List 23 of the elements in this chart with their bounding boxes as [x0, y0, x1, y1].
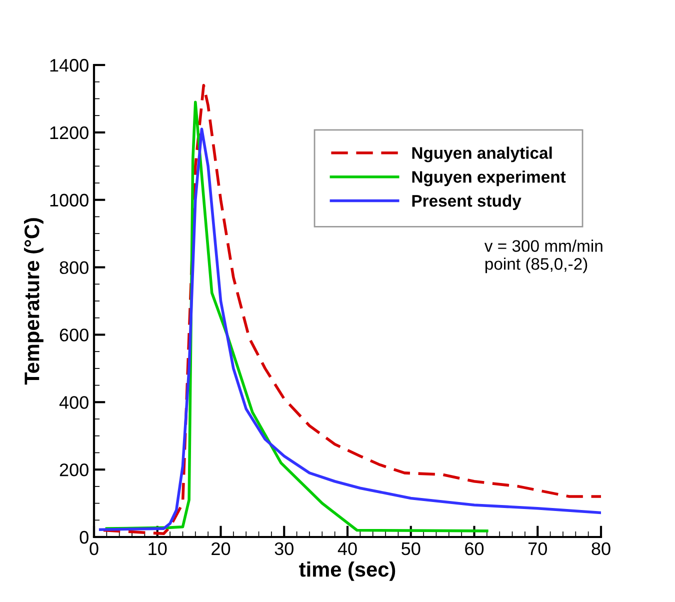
x-tick-label: 0: [90, 542, 98, 556]
y-tick-label: 200: [60, 464, 88, 476]
x-tick-label: 40: [338, 542, 357, 556]
y-tick-label: 0: [80, 530, 88, 544]
y-tick-label: 1200: [50, 126, 88, 140]
x-tick-label: 80: [592, 542, 610, 556]
x-tick-label: 20: [212, 542, 230, 556]
x-tick-label: 60: [465, 542, 484, 556]
x-axis-title: time (sec): [299, 561, 396, 581]
y-tick-label: 400: [59, 396, 88, 409]
x-tick-label: 70: [528, 542, 547, 556]
y-axis-title: Temperature (°C): [24, 218, 44, 385]
legend-label: Present study: [412, 194, 522, 210]
y-tick-label: 600: [60, 328, 88, 342]
y-tick-label: 1400: [50, 58, 88, 72]
legend-label: Nguyen analytical: [412, 146, 552, 162]
annotation: v = 300 mm/min point (85,0,-2): [484, 240, 602, 274]
x-tick-label: 10: [148, 542, 167, 556]
legend-label: Nguyen experiment: [412, 170, 566, 186]
x-tick-label: 50: [402, 542, 420, 556]
x-tick-label: 30: [274, 542, 294, 556]
y-tick-label: 800: [60, 261, 88, 274]
y-tick-label: 1000: [50, 194, 88, 207]
